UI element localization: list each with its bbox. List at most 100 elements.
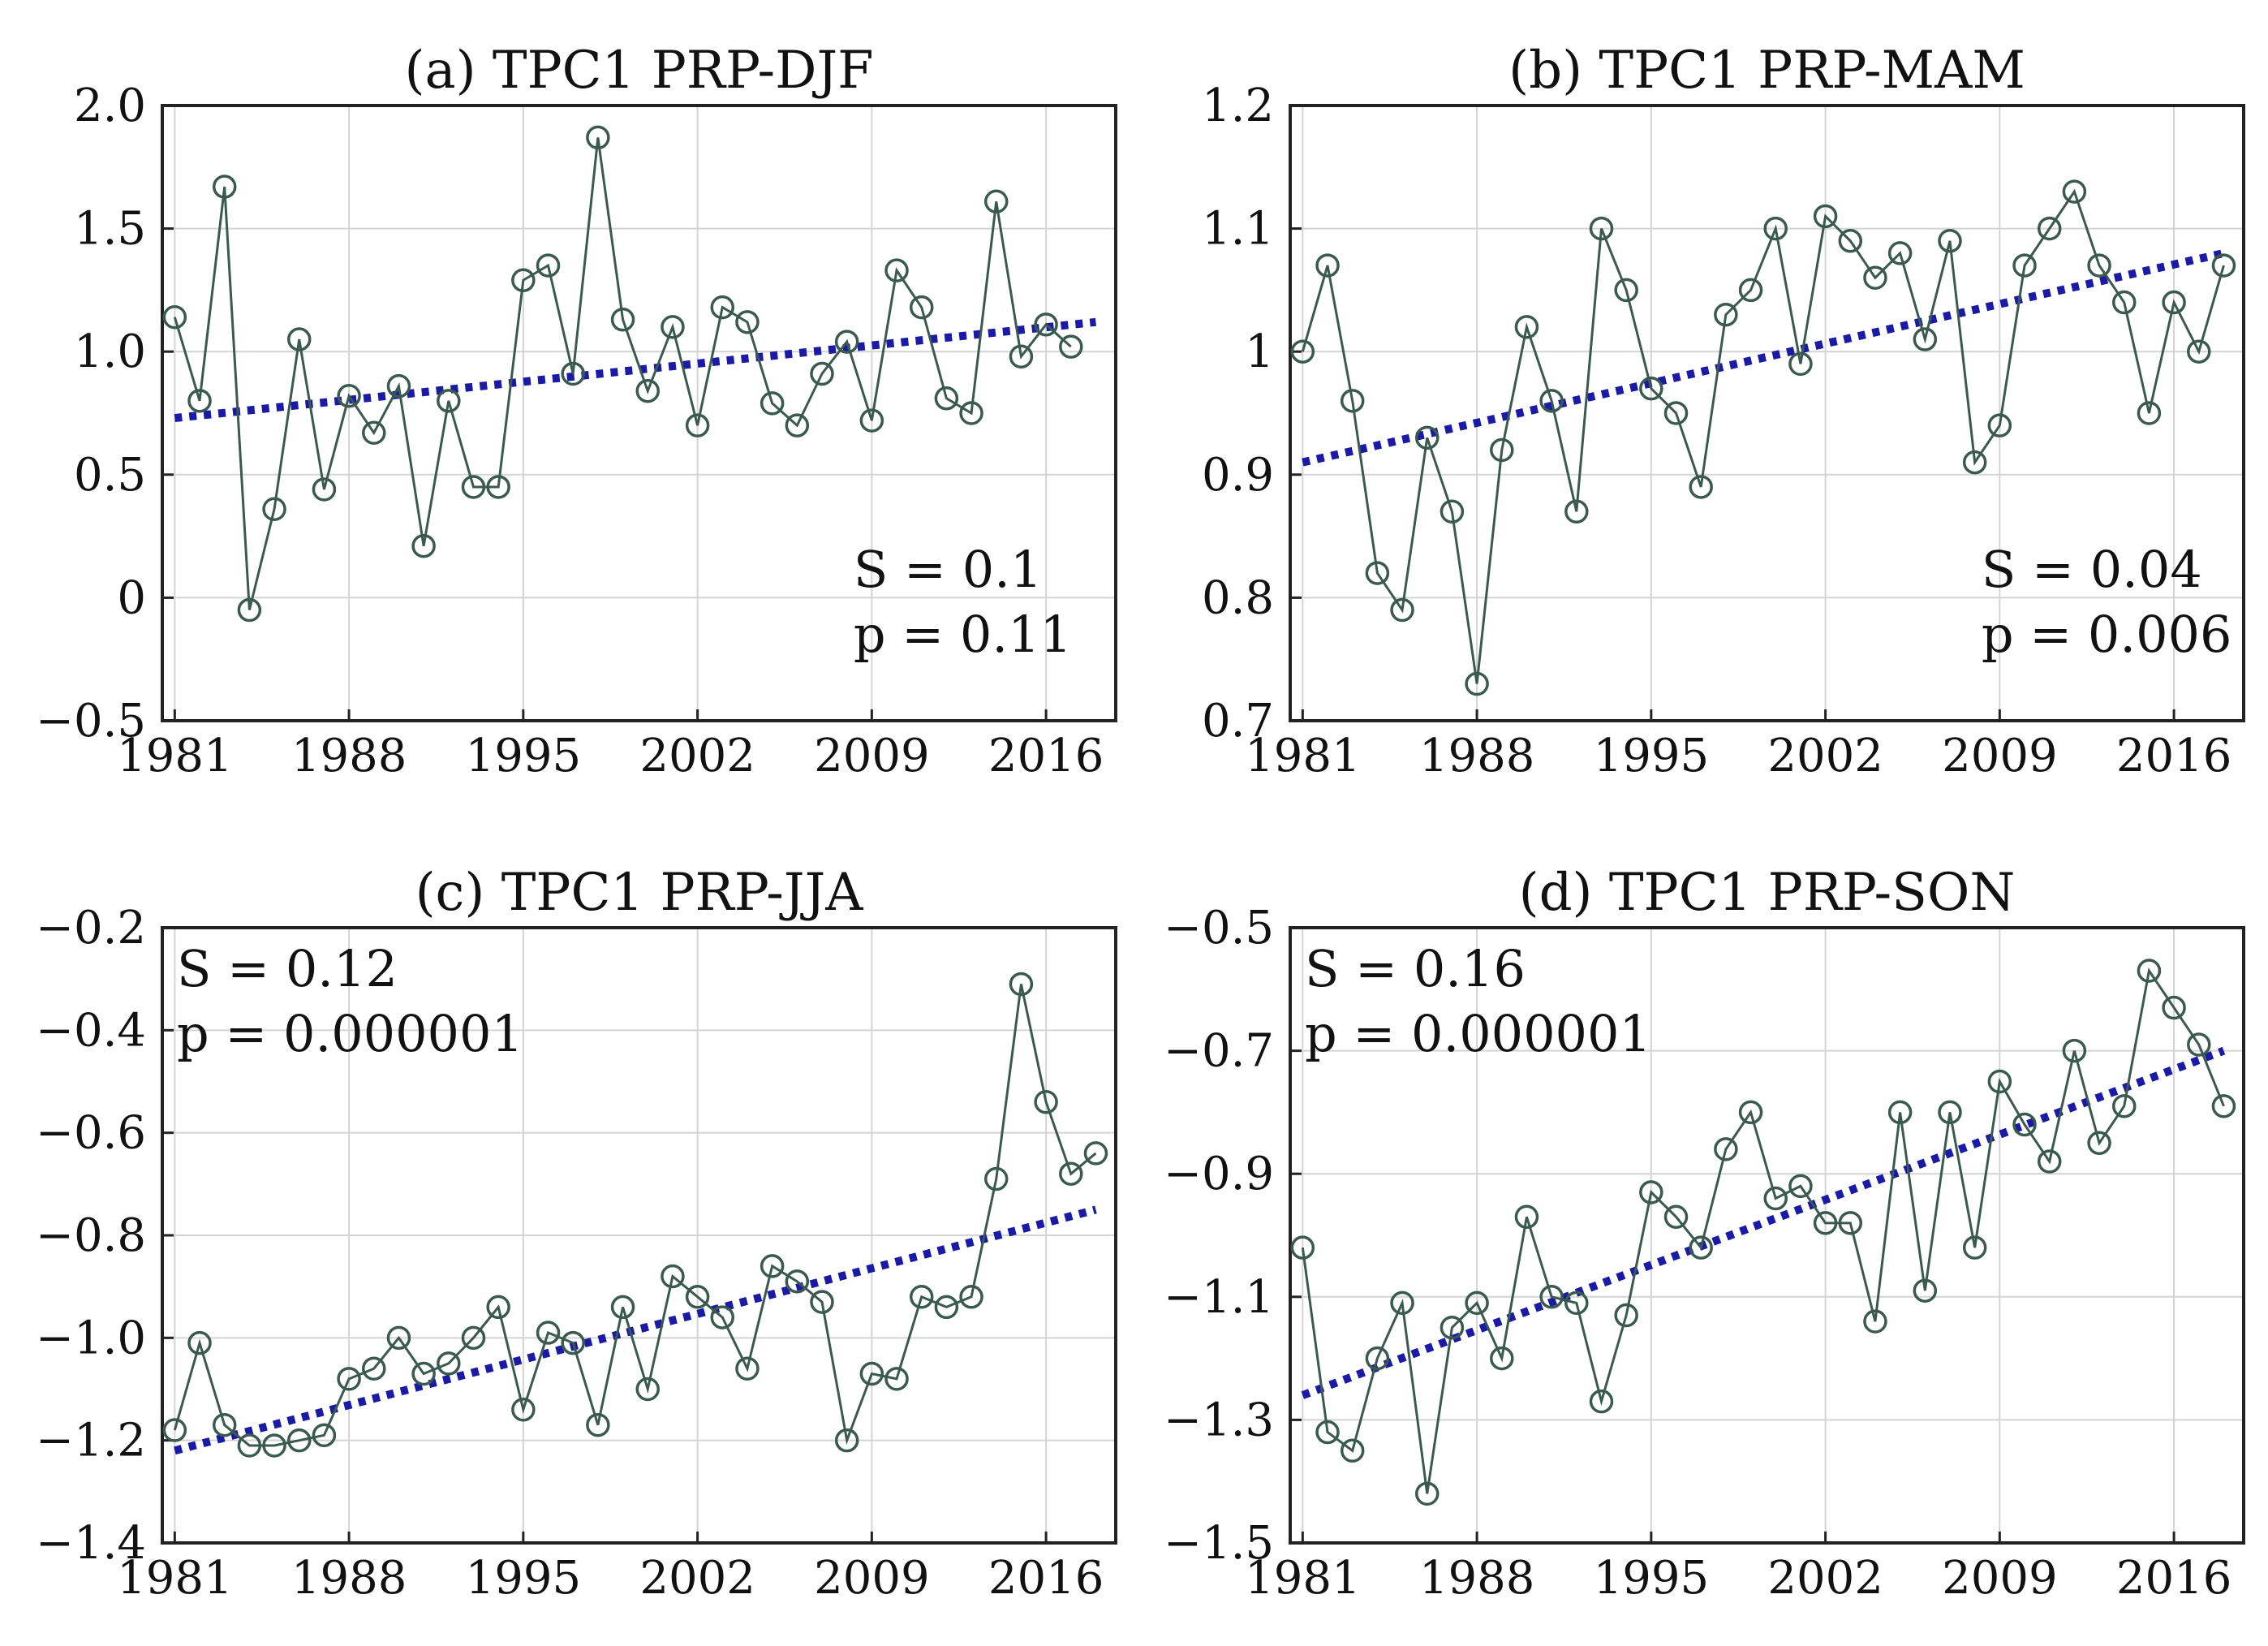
x-tick-label: 1981 — [117, 730, 233, 782]
data-point — [1913, 1278, 1938, 1303]
x-tick-label: 2009 — [814, 1552, 930, 1605]
data-point — [2137, 401, 2162, 425]
data-point — [2012, 1112, 2037, 1137]
y-tick-label: 1 — [1245, 325, 1274, 378]
stat-text-p-value: p = 0.000001 — [1305, 1004, 1651, 1063]
data-point — [1913, 327, 1938, 351]
x-tick-label: 2016 — [988, 1552, 1104, 1605]
data-point — [1490, 437, 1514, 463]
data-point — [2087, 253, 2111, 278]
data-point — [1490, 1346, 1514, 1371]
panel-title-c: (c) TPC1 PRP-JJA — [415, 863, 864, 923]
x-tick-label: 2016 — [2116, 730, 2232, 782]
data-point — [461, 1325, 486, 1351]
data-point — [2087, 1131, 2111, 1156]
series-line-d — [1301, 967, 2225, 1494]
y-tick-label: 0 — [117, 571, 146, 624]
data-point — [1564, 1291, 1589, 1316]
data-point — [362, 1356, 386, 1381]
plot-frame-b — [1289, 104, 2245, 722]
data-point — [1034, 1090, 1058, 1114]
x-tick-label: 1988 — [1419, 730, 1535, 782]
x-tick-label: 2002 — [639, 1552, 755, 1605]
data-point — [1738, 1100, 1763, 1125]
data-point — [162, 1418, 187, 1442]
data-point — [884, 258, 909, 282]
y-tick-label: 0.9 — [1202, 449, 1274, 502]
x-tick-label: 2002 — [1767, 730, 1883, 782]
data-point — [1539, 1285, 1564, 1309]
panel-d: (d) TPC1 PRP-SON 1981 1988 1995 2002 2009 2016… — [1164, 863, 2245, 1605]
data-point — [810, 1290, 834, 1314]
data-point — [661, 315, 685, 339]
panel-a: (a) TPC1 PRP-DJF 1981 1988 1995 2002 2009 2016… — [36, 41, 1117, 782]
data-point — [1813, 1211, 1838, 1235]
data-point — [536, 1321, 561, 1345]
plot-frame-a — [161, 104, 1117, 722]
trend-line-d — [1301, 1046, 2226, 1399]
data-point — [959, 1285, 983, 1309]
y-tick-label: 1.5 — [74, 203, 146, 256]
x-tick-label: 2009 — [814, 730, 930, 782]
data-point — [1887, 241, 1913, 265]
data-point — [286, 327, 312, 351]
data-point — [2111, 1094, 2137, 1118]
data-point — [685, 413, 710, 437]
data-point — [859, 408, 884, 433]
data-point — [561, 1330, 585, 1355]
data-point — [2187, 339, 2211, 364]
panel-c: (c) TPC1 PRP-JJA 1981 1988 1995 2002 2009 2016… — [36, 863, 1117, 1605]
x-tick-label: 1981 — [117, 1552, 233, 1605]
x-tick-label: 2009 — [1942, 730, 2058, 782]
data-point — [1938, 229, 1962, 253]
data-point — [661, 1264, 685, 1289]
data-point — [1838, 229, 1863, 253]
data-point — [1714, 1137, 1738, 1161]
y-tick-label: −1.2 — [36, 1415, 146, 1467]
data-point — [1059, 1161, 1083, 1186]
data-point — [884, 1367, 909, 1391]
x-tick-label: 2009 — [1942, 1552, 2058, 1605]
y-tick-label: −0.9 — [1164, 1148, 1274, 1200]
data-point — [1813, 204, 1838, 229]
data-point — [1663, 401, 1689, 425]
data-point — [735, 1356, 760, 1381]
data-point — [1639, 1180, 1663, 1204]
data-point — [386, 373, 411, 399]
y-tick-label: −1.3 — [1164, 1394, 1274, 1446]
data-point — [511, 268, 536, 293]
data-point — [1614, 1303, 1638, 1328]
data-point — [1938, 1100, 1962, 1125]
data-point — [1414, 1481, 1440, 1506]
data-point — [2137, 959, 2162, 983]
y-tick-label: 0.8 — [1202, 571, 1274, 624]
data-point — [909, 295, 934, 320]
data-point — [1390, 1291, 1414, 1316]
y-tick-label: 0.5 — [74, 449, 146, 502]
data-point — [610, 308, 635, 332]
data-point — [635, 378, 660, 403]
x-tick-label: 1995 — [1594, 730, 1710, 782]
data-point — [312, 1423, 337, 1448]
data-point — [511, 1398, 536, 1422]
stat-text-p-value: p = 0.11 — [854, 605, 1072, 664]
data-point — [685, 1285, 710, 1309]
data-point — [486, 1295, 510, 1320]
data-point — [735, 310, 760, 334]
data-point — [1763, 216, 1788, 241]
data-point — [1987, 1069, 2012, 1094]
x-tick-label: 1988 — [291, 1552, 407, 1605]
data-point — [934, 1295, 959, 1320]
data-point — [1663, 1204, 1689, 1230]
data-point — [212, 175, 237, 199]
data-point — [610, 1295, 635, 1320]
data-point — [1340, 1438, 1365, 1463]
y-tick-label: −0.5 — [36, 695, 146, 748]
data-point — [187, 389, 212, 413]
data-point — [710, 295, 735, 320]
data-point — [1589, 216, 1614, 241]
data-point — [834, 1428, 859, 1453]
plot-frame-d — [1289, 926, 2245, 1545]
data-point — [1440, 499, 1465, 524]
data-point — [437, 389, 461, 413]
